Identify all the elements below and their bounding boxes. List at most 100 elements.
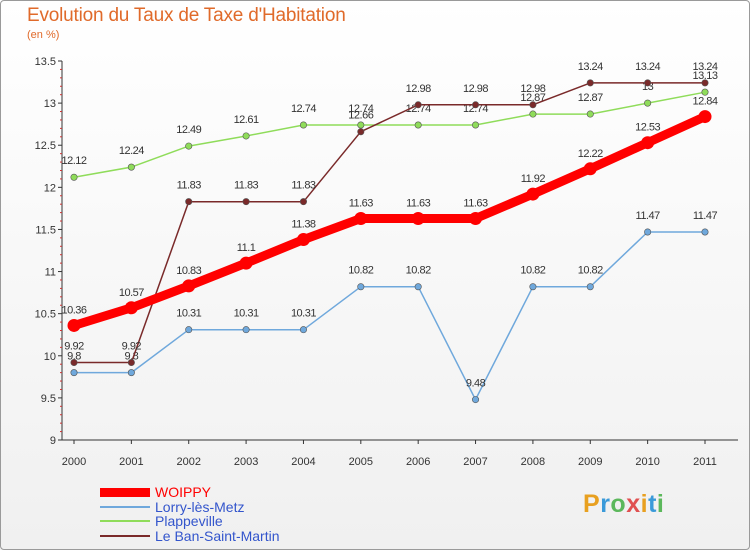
data-point	[583, 162, 597, 176]
legend-label: Le Ban-Saint-Martin	[155, 527, 280, 544]
x-tick-label: 2002	[176, 456, 200, 468]
data-point	[127, 163, 135, 171]
data-label: 11.47	[636, 210, 661, 222]
data-point	[127, 369, 135, 377]
data-point	[586, 283, 594, 291]
data-label: 12.53	[635, 122, 660, 134]
data-point	[414, 283, 422, 291]
data-label: 9.48	[466, 378, 486, 390]
data-label: 12.66	[348, 110, 373, 122]
data-point	[472, 101, 480, 109]
data-label: 12.74	[291, 103, 316, 115]
data-point	[299, 198, 307, 206]
x-tick-label: 2011	[693, 456, 717, 468]
y-tick-label: 9.5	[41, 393, 56, 405]
data-label: 10.57	[119, 287, 144, 299]
x-tick-label: 2001	[119, 456, 143, 468]
data-point	[529, 110, 537, 118]
data-label: 12.87	[578, 92, 603, 104]
proxiti-logo: Proxiti	[583, 490, 664, 519]
data-label: 13.13	[692, 70, 717, 82]
x-tick-label: 2005	[349, 456, 373, 468]
data-point	[586, 110, 594, 118]
legend-item: WOIPPY	[100, 485, 280, 500]
data-point	[357, 121, 365, 129]
y-tick-label: 9	[50, 435, 56, 447]
data-label: 10.82	[578, 265, 603, 277]
data-point	[124, 301, 138, 315]
data-point	[469, 211, 483, 225]
data-point	[586, 79, 594, 87]
data-point	[472, 121, 480, 129]
data-label: 12.98	[520, 83, 545, 95]
data-label: 12.22	[578, 148, 603, 160]
x-tick-label: 2000	[62, 456, 86, 468]
data-point	[127, 359, 135, 367]
data-label: 11.63	[349, 197, 374, 209]
legend: WOIPPY Lorry-lès-Metz Plappeville Le Ban-Sa…	[100, 485, 280, 543]
data-point	[526, 187, 540, 201]
y-tick-label: 10	[44, 351, 56, 363]
legend-swatch	[100, 534, 150, 537]
data-point	[182, 279, 196, 293]
data-label: 10.31	[291, 308, 316, 320]
data-label: 13.24	[635, 61, 660, 73]
data-label: 12.74	[348, 103, 373, 115]
data-label: 12.98	[406, 83, 431, 95]
data-point	[242, 326, 250, 334]
data-point	[70, 173, 78, 181]
legend-swatch	[100, 505, 150, 508]
data-label: 10.82	[520, 265, 545, 277]
logo-letter: o	[610, 490, 627, 518]
logo-letter: P	[583, 490, 601, 518]
legend-label: WOIPPY	[155, 484, 212, 500]
data-label: 10.82	[406, 265, 431, 277]
x-tick-label: 2010	[635, 456, 659, 468]
x-tick-label: 2008	[521, 456, 545, 468]
series-line-3	[73, 82, 706, 364]
data-label: 9.92	[64, 341, 84, 353]
data-point	[185, 198, 193, 206]
data-point	[299, 121, 307, 129]
data-label: 10.83	[176, 265, 201, 277]
x-tick-label: 2007	[463, 456, 487, 468]
data-label: 12.74	[463, 103, 488, 115]
data-label: 11.47	[693, 210, 718, 222]
data-point	[472, 396, 480, 404]
y-axis-label: (en %)	[27, 29, 60, 41]
data-label: 9.8	[67, 351, 81, 363]
series-line-0	[69, 112, 710, 330]
data-label: 9.8	[124, 351, 138, 363]
y-tick-label: 11.5	[35, 224, 56, 236]
legend-swatch	[100, 487, 150, 497]
data-label: 12.74	[406, 103, 431, 115]
data-label: 11.83	[177, 180, 202, 192]
data-label: 11.92	[521, 173, 546, 185]
data-point	[644, 228, 652, 236]
data-label: 11.38	[291, 219, 316, 231]
y-tick-label: 13.5	[35, 56, 56, 68]
data-label: 13.24	[692, 61, 717, 73]
data-label: 11.63	[406, 197, 431, 209]
data-point	[641, 136, 655, 150]
data-point	[698, 110, 712, 124]
chart-title: Evolution du Taux de Taxe d'Habitation	[27, 5, 346, 26]
data-label: 12.49	[176, 124, 201, 136]
data-label: 12.98	[463, 83, 488, 95]
data-point	[529, 283, 537, 291]
data-label: 13.24	[578, 61, 603, 73]
data-point	[701, 228, 709, 236]
data-label: 10.82	[348, 265, 373, 277]
data-point	[185, 142, 193, 150]
data-label: 12.24	[119, 145, 144, 157]
data-point	[529, 101, 537, 109]
y-tick-label: 10.5	[35, 309, 56, 321]
data-point	[357, 283, 365, 291]
series-line-1	[73, 231, 706, 401]
data-point	[644, 79, 652, 87]
x-tick-label: 2006	[406, 456, 430, 468]
logo-letter: i	[640, 490, 649, 518]
data-point	[701, 88, 709, 96]
data-point	[644, 99, 652, 107]
